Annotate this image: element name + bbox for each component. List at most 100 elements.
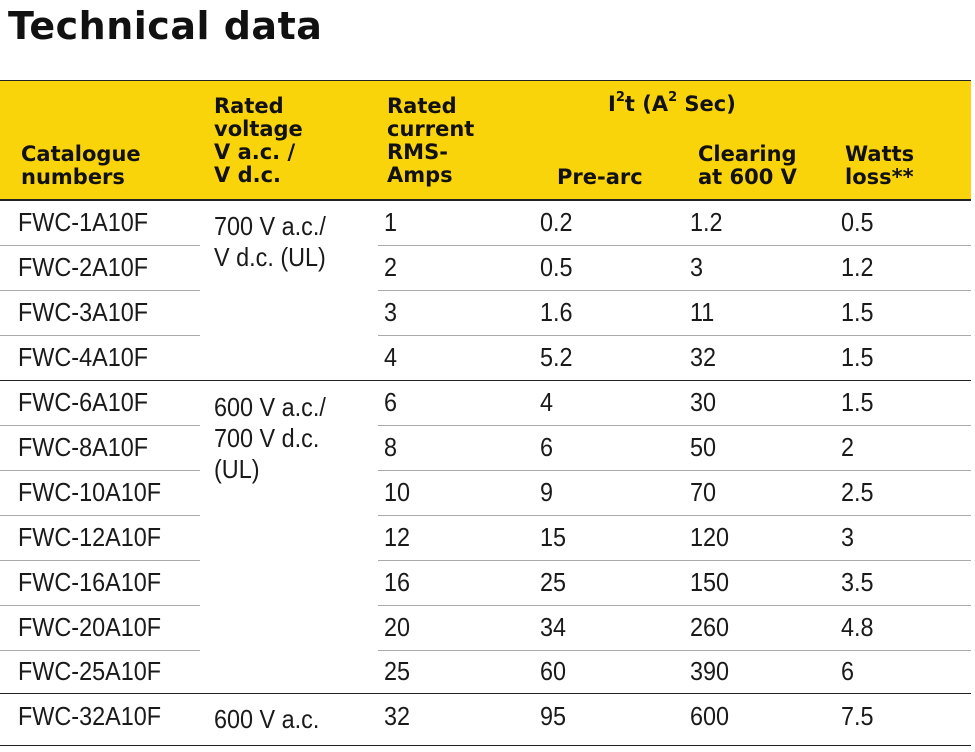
group-divider xyxy=(0,380,971,381)
header-current-line: Amps xyxy=(387,163,453,187)
voltage-group: 600 V a.c./ 700 V d.c. (UL) xyxy=(214,392,326,485)
cell-watts: 2.5 xyxy=(841,477,874,507)
header-i2t-mid: t (A xyxy=(624,92,669,116)
header-clearing-line: Clearing xyxy=(698,142,797,166)
header-voltage-line: Rated xyxy=(214,94,284,118)
cell-clearing: 30 xyxy=(690,387,717,417)
cell-catalogue: FWC-32A10F xyxy=(18,701,162,731)
voltage-line: 700 V a.c./ xyxy=(214,211,326,241)
header-bottom-rule xyxy=(0,199,971,201)
voltage-line: 600 V a.c./ xyxy=(214,392,326,422)
header-watts-line: loss** xyxy=(845,165,914,189)
voltage-line: 700 V d.c. xyxy=(214,423,320,453)
table-header: Catalogue numbers Rated voltage V a.c. /… xyxy=(0,81,971,199)
row-divider xyxy=(378,650,971,651)
table-bottom-rule xyxy=(0,745,971,746)
cell-clearing: 1.2 xyxy=(690,207,723,237)
cell-clearing: 150 xyxy=(690,567,730,597)
header-current-line: RMS- xyxy=(387,140,448,164)
row-divider xyxy=(0,425,200,426)
cell-current: 6 xyxy=(384,387,398,417)
row-divider xyxy=(378,515,971,516)
cell-current: 12 xyxy=(384,522,411,552)
cell-catalogue: FWC-10A10F xyxy=(18,477,162,507)
cell-prearc: 1.6 xyxy=(540,297,573,327)
row-divider xyxy=(378,470,971,471)
cell-prearc: 4 xyxy=(540,387,554,417)
cell-catalogue: FWC-20A10F xyxy=(18,612,162,642)
header-current-line: Rated xyxy=(387,94,457,118)
voltage-line: 600 V a.c. xyxy=(214,704,320,734)
cell-clearing: 260 xyxy=(690,612,730,642)
header-i2t-prefix: I xyxy=(608,92,616,116)
cell-current: 16 xyxy=(384,567,411,597)
cell-watts: 2 xyxy=(841,432,855,462)
cell-prearc: 9 xyxy=(540,477,554,507)
header-i2t-sup: 2 xyxy=(668,90,678,105)
header-current: Rated current RMS- Amps xyxy=(387,95,474,187)
cell-watts: 4.8 xyxy=(841,612,874,642)
voltage-line: V d.c. (UL) xyxy=(214,242,326,272)
cell-catalogue: FWC-12A10F xyxy=(18,522,162,552)
voltage-group: 700 V a.c./ V d.c. (UL) xyxy=(214,211,326,273)
table-top-rule xyxy=(0,80,971,81)
cell-clearing: 600 xyxy=(690,701,730,731)
cell-watts: 1.2 xyxy=(841,252,874,282)
cell-current: 1 xyxy=(384,207,398,237)
row-divider xyxy=(378,245,971,246)
cell-clearing: 50 xyxy=(690,432,717,462)
cell-current: 10 xyxy=(384,477,411,507)
header-voltage: Rated voltage V a.c. / V d.c. xyxy=(214,95,303,187)
cell-clearing: 390 xyxy=(690,656,730,686)
row-divider xyxy=(0,245,200,246)
header-i2t-suffix: Sec) xyxy=(677,92,736,116)
cell-prearc: 25 xyxy=(540,567,567,597)
row-divider xyxy=(378,335,971,336)
cell-prearc: 0.2 xyxy=(540,207,573,237)
row-divider xyxy=(0,290,200,291)
row-divider xyxy=(378,290,971,291)
cell-watts: 0.5 xyxy=(841,207,874,237)
header-watts: Watts loss** xyxy=(845,143,914,189)
row-divider xyxy=(0,560,200,561)
header-catalogue-line: numbers xyxy=(21,165,125,189)
cell-watts: 1.5 xyxy=(841,387,874,417)
cell-catalogue: FWC-1A10F xyxy=(18,207,149,237)
row-divider xyxy=(0,470,200,471)
cell-current: 4 xyxy=(384,342,398,372)
cell-catalogue: FWC-4A10F xyxy=(18,342,149,372)
cell-clearing: 120 xyxy=(690,522,730,552)
cell-prearc: 95 xyxy=(540,701,567,731)
cell-current: 3 xyxy=(384,297,398,327)
cell-current: 2 xyxy=(384,252,398,282)
cell-prearc: 6 xyxy=(540,432,554,462)
header-catalogue: Catalogue numbers xyxy=(21,143,141,189)
header-voltage-line: V a.c. / xyxy=(214,140,296,164)
header-current-line: current xyxy=(387,117,475,141)
row-divider xyxy=(378,560,971,561)
cell-clearing: 32 xyxy=(690,342,717,372)
cell-prearc: 60 xyxy=(540,656,567,686)
cell-current: 32 xyxy=(384,701,411,731)
cell-clearing: 3 xyxy=(690,252,704,282)
cell-current: 25 xyxy=(384,656,411,686)
cell-watts: 7.5 xyxy=(841,701,874,731)
cell-catalogue: FWC-16A10F xyxy=(18,567,162,597)
row-divider xyxy=(0,605,200,606)
cell-catalogue: FWC-25A10F xyxy=(18,656,162,686)
cell-watts: 1.5 xyxy=(841,297,874,327)
page-title: Technical data xyxy=(8,4,323,48)
cell-clearing: 70 xyxy=(690,477,717,507)
header-voltage-line: V d.c. xyxy=(214,163,281,187)
header-clearing-line: at 600 V xyxy=(698,165,797,189)
header-watts-line: Watts xyxy=(845,142,915,166)
cell-watts: 6 xyxy=(841,656,855,686)
cell-catalogue: FWC-6A10F xyxy=(18,387,149,417)
cell-prearc: 34 xyxy=(540,612,567,642)
cell-current: 20 xyxy=(384,612,411,642)
cell-watts: 1.5 xyxy=(841,342,874,372)
row-divider xyxy=(378,425,971,426)
cell-prearc: 5.2 xyxy=(540,342,573,372)
header-catalogue-line: Catalogue xyxy=(21,142,141,166)
row-divider xyxy=(0,515,200,516)
